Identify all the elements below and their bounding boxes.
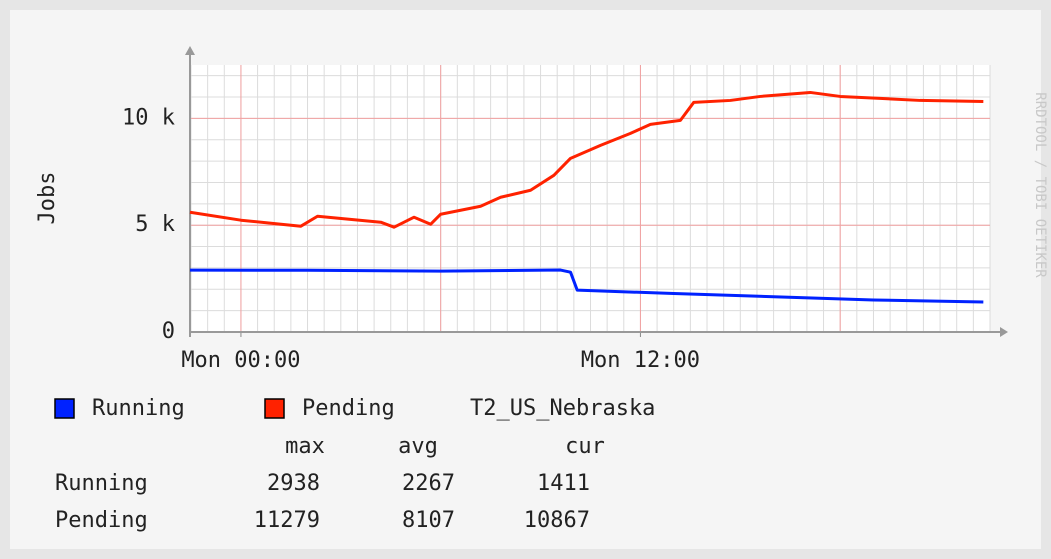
legend-swatch: [54, 398, 75, 419]
legend-swatch: [264, 398, 285, 419]
y-tick-label: 0: [162, 319, 175, 344]
stats-value: 2267: [402, 471, 455, 496]
x-tick-label: Mon 12:00: [581, 348, 700, 373]
axis-arrow: [1000, 327, 1008, 337]
stats-header: cur: [565, 434, 605, 459]
stats-value: 1411: [537, 471, 590, 496]
y-tick-label: 5 k: [135, 212, 175, 237]
series-line: [189, 268, 984, 304]
stats-value: 10867: [524, 508, 590, 533]
stats-value: 8107: [402, 508, 455, 533]
legend-label: Pending: [302, 396, 395, 421]
series-line: [189, 90, 984, 229]
stats-value: 11279: [254, 508, 320, 533]
stats-label: Pending: [55, 508, 148, 533]
x-tick-label: Mon 00:00: [181, 348, 300, 373]
legend-title: T2_US_Nebraska: [470, 396, 655, 421]
watermark: RRDTOOL / TOBI OETIKER: [1032, 92, 1048, 278]
legend-label: Running: [92, 396, 185, 421]
stats-header: avg: [398, 434, 438, 459]
stats-value: 2938: [267, 471, 320, 496]
y-tick-label: 10 k: [122, 105, 175, 130]
y-axis-label: Jobs: [35, 172, 60, 225]
stats-label: Running: [55, 471, 148, 496]
stats-header: max: [285, 434, 325, 459]
axis-arrow: [185, 46, 195, 55]
